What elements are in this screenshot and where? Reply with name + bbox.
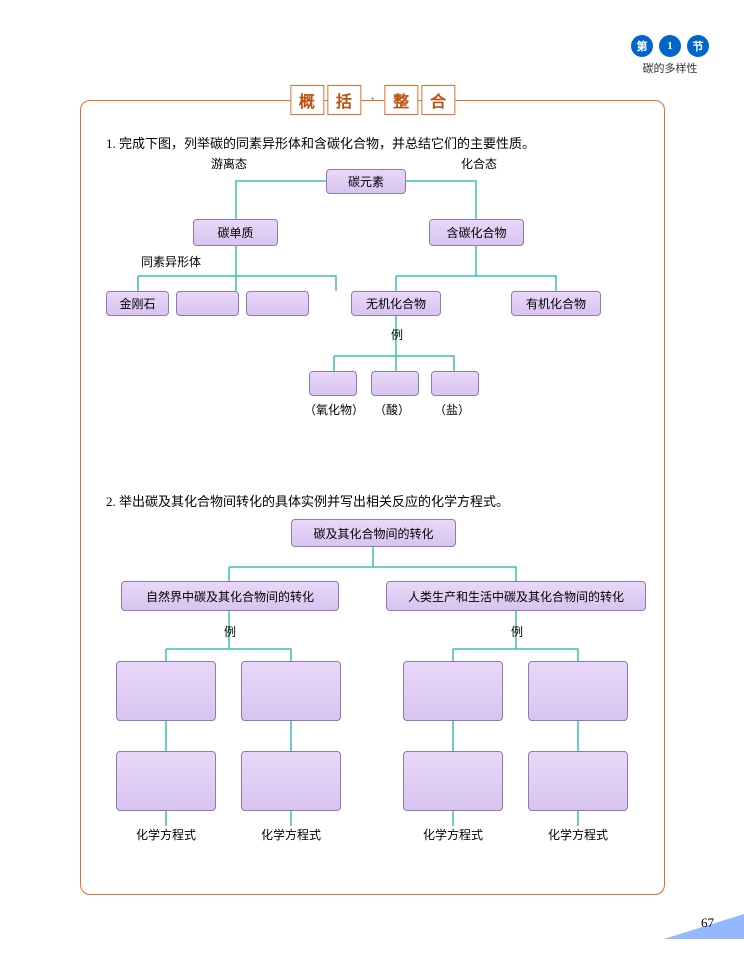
node-carbon-simple: 碳单质 — [193, 219, 278, 246]
page-number: 67 — [701, 915, 714, 931]
node-blank — [246, 291, 309, 316]
title-char: 合 — [421, 85, 455, 115]
node-inorganic: 无机化合物 — [351, 291, 441, 316]
title-tabs: 概 括 · 整 合 — [290, 85, 455, 115]
node-blank — [241, 751, 341, 811]
label-salt: （盐） — [434, 401, 470, 418]
node-diamond: 金刚石 — [106, 291, 169, 316]
label-combined-state: 化合态 — [461, 155, 497, 172]
chapter-badge: 第 — [631, 35, 653, 57]
label-example: 例 — [391, 326, 403, 343]
question-2: 2. 举出碳及其化合物间转化的具体实例并写出相关反应的化学方程式。 — [106, 491, 509, 510]
node-d2-human: 人类生产和生活中碳及其化合物间的转化 — [386, 581, 646, 611]
label-equation: 化学方程式 — [136, 826, 196, 843]
label-example: 例 — [511, 623, 523, 640]
title-char: 括 — [327, 85, 361, 115]
question-1: 1. 完成下图，列举碳的同素异形体和含碳化合物，并总结它们的主要性质。 — [106, 133, 535, 152]
node-blank — [176, 291, 239, 316]
node-blank — [371, 371, 419, 396]
label-equation: 化学方程式 — [423, 826, 483, 843]
label-equation: 化学方程式 — [261, 826, 321, 843]
node-blank — [116, 661, 216, 721]
header-subtitle: 碳的多样性 — [631, 60, 709, 76]
title-char: 整 — [384, 85, 418, 115]
label-allotrope: 同素异形体 — [141, 253, 201, 270]
label-free-state: 游离态 — [211, 155, 247, 172]
node-blank — [403, 661, 503, 721]
node-d2-root: 碳及其化合物间的转化 — [291, 519, 456, 547]
label-acid: （酸） — [374, 401, 410, 418]
node-carbon-compound: 含碳化合物 — [429, 219, 524, 246]
node-carbon-element: 碳元素 — [326, 169, 406, 194]
label-oxide: （氧化物） — [304, 401, 364, 418]
node-d2-nature: 自然界中碳及其化合物间的转化 — [121, 581, 339, 611]
label-example: 例 — [224, 623, 236, 640]
main-panel: 概 括 · 整 合 1. 完成下图，列举碳的同素异形体和含碳化合物，并总结它们的… — [80, 100, 665, 895]
title-char: 概 — [290, 85, 324, 115]
node-blank — [309, 371, 357, 396]
node-blank — [116, 751, 216, 811]
page-header: 第 1 节 碳的多样性 — [631, 35, 709, 76]
section-num-badge: 1 — [659, 35, 681, 57]
label-equation: 化学方程式 — [548, 826, 608, 843]
node-blank — [241, 661, 341, 721]
node-blank — [403, 751, 503, 811]
node-blank — [528, 661, 628, 721]
section-badge: 节 — [687, 35, 709, 57]
node-organic: 有机化合物 — [511, 291, 601, 316]
node-blank — [431, 371, 479, 396]
title-dot: · — [370, 85, 375, 115]
node-blank — [528, 751, 628, 811]
